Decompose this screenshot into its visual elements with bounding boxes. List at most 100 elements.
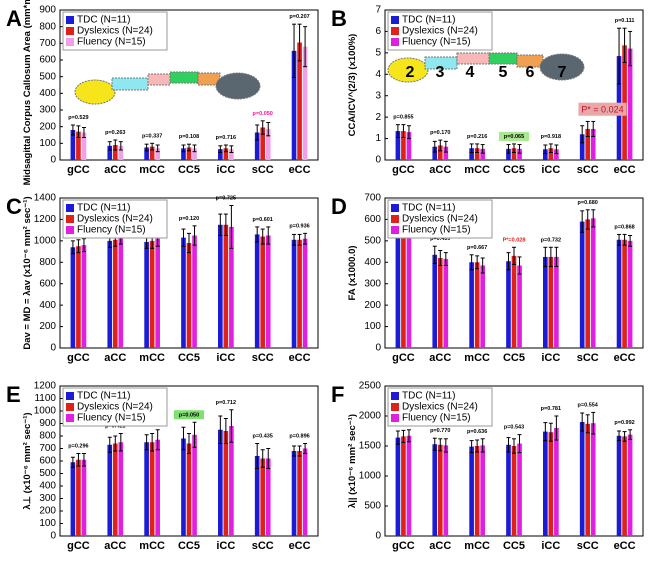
bar — [543, 149, 548, 160]
panel: Fλ|| (x10⁻⁶ mm² sec⁻¹) 0 500 1000 1500 2000 25… — [331, 381, 644, 552]
bar — [254, 234, 260, 348]
x-tick-label: mCC — [464, 540, 490, 552]
y-tick-label: 500 — [39, 71, 56, 82]
bar — [107, 145, 113, 160]
bar — [229, 426, 234, 536]
p-value-label: p=0.337 — [142, 133, 162, 139]
bar — [155, 148, 160, 160]
segment-label: 5 — [499, 64, 508, 81]
bar — [155, 238, 160, 348]
p-value-label: p=0.435 — [253, 434, 273, 440]
legend-box — [387, 387, 493, 427]
x-tick-label: eCC — [614, 164, 636, 176]
bar — [254, 132, 260, 160]
y-tick-label: 900 — [39, 5, 56, 16]
y-tick-label: 200 — [39, 121, 56, 132]
bar — [579, 422, 585, 536]
bar — [81, 132, 87, 160]
bar — [302, 448, 308, 536]
legend-label: TDC (N=11) — [402, 15, 455, 26]
y-tick-label: 1100 — [34, 393, 56, 404]
y-tick-label: 0 — [375, 155, 381, 166]
legend-swatch — [66, 403, 74, 411]
bar — [474, 148, 480, 160]
annotation-box — [578, 102, 627, 116]
bar — [70, 462, 76, 536]
p-value-label: p=0.108 — [179, 134, 199, 140]
x-tick-label: iCC — [541, 352, 560, 364]
bar — [554, 149, 559, 160]
panel: C Dav = MD = λav (x10⁻⁶ mm² sec⁻¹) 0 200 400… — [6, 193, 319, 364]
legend-label: Fluency (N=15) — [402, 37, 471, 48]
bar — [223, 224, 229, 348]
p-value-label: p=0.601 — [253, 217, 273, 223]
legend-label: TDC (N=11) — [77, 15, 130, 26]
bar — [469, 262, 474, 348]
bar — [554, 428, 559, 536]
y-tick-label: 0 — [375, 343, 381, 354]
y-axis-label: FA (x1000.0) — [347, 245, 358, 300]
bar — [406, 435, 412, 536]
y-tick-label: 7 — [375, 5, 381, 16]
x-tick-label: sCC — [252, 352, 274, 364]
bar — [517, 265, 522, 348]
legend-label: TDC (N=11) — [402, 203, 455, 214]
p-value-label: p=0.263 — [105, 130, 125, 136]
bar — [70, 247, 76, 348]
y-axis-label: Midsagittal Corpus Callosum Area (mm*mm) — [22, 0, 33, 185]
bar — [506, 444, 511, 536]
segment-label: 7 — [558, 64, 567, 81]
p-value-label: p=0.896 — [289, 434, 309, 440]
legend-label: Dyslexics (N=24) — [402, 214, 478, 225]
x-tick-label: aCC — [429, 352, 451, 364]
x-tick-label: aCC — [429, 164, 451, 176]
annotation: P* = 0.024 — [581, 105, 623, 115]
bar — [443, 445, 449, 536]
x-tick-label: iCC — [541, 540, 560, 552]
y-tick-label: 2 — [375, 112, 381, 123]
bar — [585, 128, 591, 160]
bar — [432, 254, 438, 348]
p-value-label: p=0.918 — [541, 134, 561, 140]
panel: A Midsagittal Corpus Callosum Area (mm*mm… — [6, 0, 319, 185]
bar — [229, 226, 234, 348]
x-tick-label: gCC — [67, 540, 90, 552]
bar — [590, 218, 596, 348]
bar — [395, 437, 401, 536]
p-value-label: p=0.050 — [179, 412, 199, 418]
y-tick-label: 300 — [39, 105, 56, 116]
bar — [297, 42, 302, 160]
y-tick-label: 0 — [50, 155, 56, 166]
p-value-label: p=0.554 — [578, 402, 599, 408]
panel-letter: B — [331, 6, 347, 31]
y-tick-label: 1200 — [34, 214, 57, 225]
bar — [506, 148, 511, 160]
bar — [112, 443, 118, 536]
bar — [622, 436, 627, 536]
bar — [548, 432, 554, 536]
bar — [297, 451, 302, 536]
bar — [517, 443, 522, 536]
y-tick-label: 200 — [39, 506, 56, 517]
y-tick-label: 700 — [39, 38, 56, 49]
bar — [297, 239, 302, 348]
bar — [616, 239, 622, 348]
x-tick-label: sCC — [577, 164, 599, 176]
bar — [186, 443, 192, 536]
bar — [506, 261, 511, 348]
legend-label: Dyslexics (N=24) — [77, 402, 153, 413]
x-tick-label: mCC — [139, 164, 165, 176]
bar — [118, 442, 124, 536]
segment-label: 2 — [406, 64, 415, 81]
y-tick-label: 2500 — [359, 381, 382, 392]
bar — [511, 148, 517, 160]
legend-box — [62, 199, 168, 239]
callosum-a — [74, 71, 261, 105]
bar — [395, 225, 401, 348]
bar — [76, 459, 81, 536]
bar — [218, 429, 223, 536]
y-tick-label: 600 — [39, 456, 56, 467]
bar — [118, 237, 124, 348]
p-value-label: p=0.636 — [467, 429, 487, 435]
